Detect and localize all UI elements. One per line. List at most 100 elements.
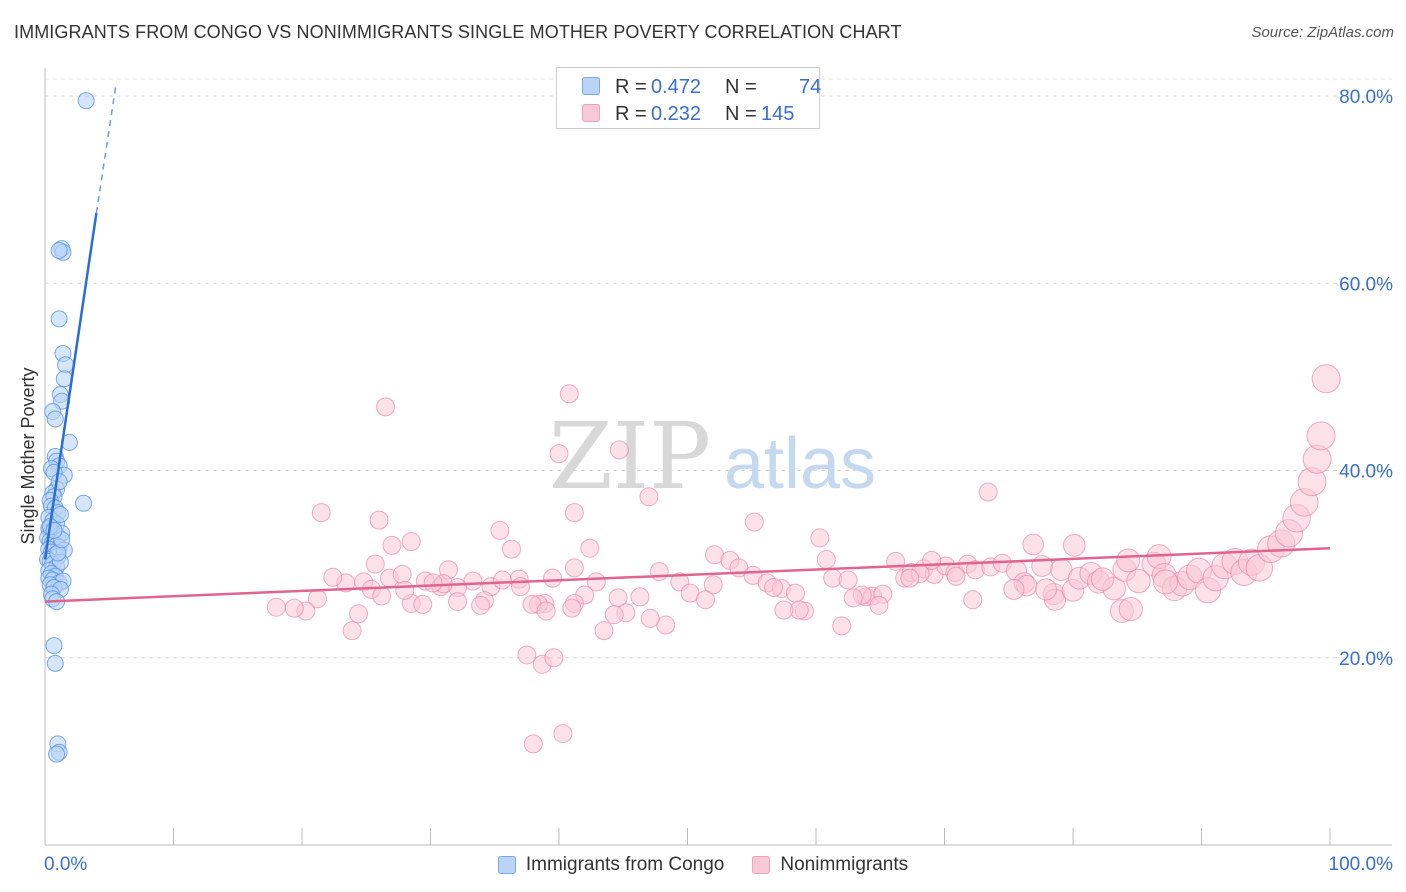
nonimmigrants-point <box>838 570 858 590</box>
x-tick-label-right: 100.0% <box>1329 854 1394 875</box>
legend-item-congo[interactable]: Immigrants from Congo <box>497 854 724 876</box>
nonimmigrants-point <box>774 600 794 620</box>
nonimmigrants-point <box>810 528 830 548</box>
nonimmigrants-point <box>471 595 491 615</box>
nonimmigrants-point <box>365 554 385 574</box>
nonimmigrants-point <box>413 594 433 614</box>
legend-item-nonimmigrants[interactable]: Nonimmigrants <box>752 854 908 876</box>
nonimmigrants-point <box>311 503 331 523</box>
nonimmigrants-point <box>609 440 629 460</box>
nonimmigrants-point <box>423 573 443 593</box>
r-label: R = <box>615 75 647 98</box>
nonimmigrants-point <box>816 549 836 569</box>
n-value-congo: 74 <box>799 75 822 98</box>
nonimmigrants-point <box>630 587 650 607</box>
r-label: R = <box>615 102 647 125</box>
nonimmigrants-point <box>869 595 889 615</box>
nonimmigrants-point <box>564 558 584 578</box>
congo-point <box>50 473 68 491</box>
nonimmigrants-point <box>549 444 569 464</box>
congo-point <box>57 356 75 374</box>
y-tick-label-60: 60.0% <box>1339 274 1393 295</box>
source-label: Source: ZipAtlas.com <box>1251 24 1394 41</box>
nonimmigrants-point <box>604 605 624 625</box>
nonimmigrants-point <box>492 570 512 590</box>
congo-point <box>75 494 93 512</box>
nonimmigrants-point <box>1022 533 1044 556</box>
nonimmigrants-point <box>349 604 369 624</box>
congo-points <box>39 92 95 763</box>
congo-point <box>46 410 64 428</box>
nonimmigrants-point <box>376 397 396 417</box>
congo-swatch <box>582 77 600 95</box>
nonimmigrants-point <box>1118 596 1143 622</box>
nonimmigrants-point <box>490 520 510 540</box>
y-axis-label: Single Mother Poverty <box>18 367 38 544</box>
nonimmigrants-point <box>1003 578 1025 600</box>
nonimmigrants-point <box>978 482 998 502</box>
nonimmigrants-point <box>1035 578 1057 601</box>
nonimmigrants-point <box>392 564 412 584</box>
nonimmigrants-point <box>946 566 966 586</box>
nonimmigrants-point <box>1116 548 1141 573</box>
nonimmigrants-point <box>640 608 660 628</box>
r-value-congo: 0.472 <box>651 75 702 98</box>
congo-trend-line-extension <box>95 86 117 214</box>
nonimmigrants-point <box>963 590 983 610</box>
n-label: N = <box>725 102 757 125</box>
nonimmigrants-point <box>900 568 920 588</box>
congo-point <box>50 241 68 259</box>
legend-swatch-congo <box>497 856 516 874</box>
nonimmigrants-point <box>553 724 573 744</box>
trend-lines <box>43 86 1331 603</box>
nonimmigrants-point <box>395 580 415 600</box>
nonimmigrants-point <box>544 648 564 668</box>
nonimmigrants-point <box>401 532 421 552</box>
nonimmigrants-point <box>562 598 582 618</box>
nonimmigrants-point <box>447 592 467 612</box>
nonimmigrants-point <box>501 539 521 559</box>
r-value-nonimmigrants: 0.232 <box>651 102 702 125</box>
congo-point <box>50 310 68 328</box>
watermark-zip: ZIP <box>549 403 711 510</box>
nonimmigrants-point <box>785 583 805 603</box>
congo-point <box>45 637 63 655</box>
nonimmigrants-point <box>510 577 530 597</box>
nonimmigrants-point <box>543 568 563 588</box>
nonimmigrants-trend-line <box>44 546 1331 603</box>
nonimmigrants-point <box>594 621 614 641</box>
nonimmigrants-point <box>1311 364 1341 394</box>
tick-labels: 20.0% 40.0% 60.0% 80.0% <box>1339 87 1393 670</box>
n-value-nonimmigrants: 145 <box>761 102 795 125</box>
nonimmigrants-point <box>323 567 343 587</box>
nonimmigrants-point <box>536 601 556 621</box>
nonimmigrants-point <box>1090 567 1115 591</box>
nonimmigrants-point <box>1062 534 1086 557</box>
chart-title: IMMIGRANTS FROM CONGO VS NONIMMIGRANTS S… <box>14 22 902 42</box>
nonimmigrants-point <box>1126 568 1151 594</box>
watermark-atlas: atlas <box>724 424 876 504</box>
y-tick-label-20: 20.0% <box>1339 649 1393 670</box>
nonimmigrants-point <box>559 384 579 404</box>
nonimmigrants-point <box>695 590 715 610</box>
nonimmigrants-point <box>564 503 584 523</box>
nonimmigrants-point <box>382 535 402 555</box>
nonimmigrants-swatch <box>582 104 600 122</box>
nonimmigrants-point <box>580 538 600 558</box>
congo-point <box>48 745 66 763</box>
nonimmigrants-point <box>832 616 852 636</box>
nonimmigrants-point <box>523 734 543 754</box>
nonimmigrants-point <box>1152 569 1179 595</box>
nonimmigrants-point <box>703 575 723 595</box>
y-tick-label-40: 40.0% <box>1339 462 1393 483</box>
nonimmigrants-point <box>764 578 784 598</box>
x-tick-label-left: 0.0% <box>44 854 87 875</box>
nonimmigrants-point <box>744 512 764 532</box>
nonimmigrants-point <box>639 487 659 507</box>
nonimmigrants-point <box>266 597 286 617</box>
nonimmigrants-point <box>843 588 863 608</box>
congo-point <box>77 92 95 110</box>
legend-label-nonimmigrants: Nonimmigrants <box>780 854 909 875</box>
legend-swatch-nonimmigrants <box>752 856 771 874</box>
